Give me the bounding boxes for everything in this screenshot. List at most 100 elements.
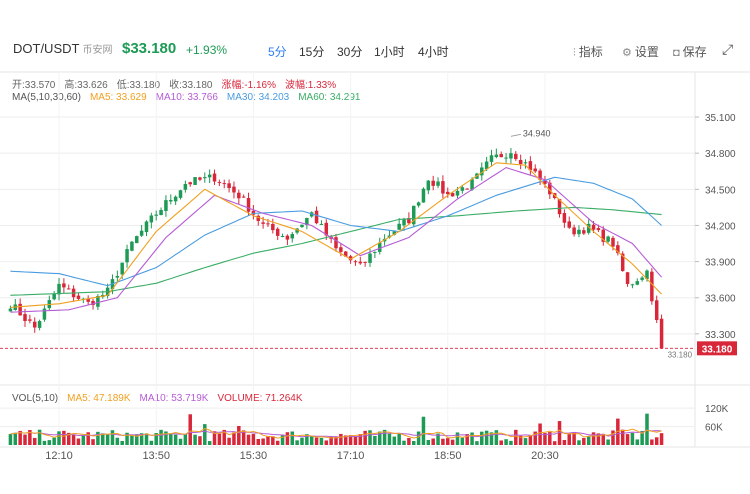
volume-bar: [402, 440, 406, 445]
candle-body: [402, 219, 406, 226]
candle-body: [363, 261, 367, 263]
candle-body: [635, 281, 640, 285]
volume-bar: [120, 440, 124, 445]
volume-bar: [275, 440, 280, 445]
candle-body: [562, 213, 567, 223]
volume-bar: [324, 440, 329, 445]
candle-body: [640, 277, 644, 280]
candle-body: [620, 253, 625, 271]
candle-body: [392, 231, 397, 235]
volume-bar: [494, 430, 499, 445]
candle-body: [86, 298, 90, 302]
candle-body: [557, 199, 562, 215]
volume-ma5-line: [10, 428, 662, 439]
timeframe-30m[interactable]: 30分: [337, 45, 363, 59]
candle-body: [319, 223, 324, 225]
volume-bar: [514, 429, 518, 445]
volume-bar: [625, 434, 630, 445]
expand-icon: ⤢: [722, 41, 734, 57]
volume-bar: [523, 438, 528, 445]
candle-body: [353, 261, 358, 263]
timeframe-5m[interactable]: 5分: [268, 45, 287, 59]
volume-bar: [139, 433, 144, 445]
volume-bar: [8, 434, 13, 445]
candle-body: [266, 223, 270, 225]
candle-body: [290, 233, 295, 239]
candle-body: [601, 229, 606, 242]
volume-bar: [280, 434, 285, 445]
timeframe-15m[interactable]: 15分: [299, 45, 325, 59]
save-button[interactable]: ◘ 保存: [673, 43, 707, 60]
candle-body: [523, 162, 528, 164]
pair-title[interactable]: DOT/USDT 币安网: [13, 41, 112, 56]
volume-bar: [154, 433, 158, 445]
candle-body: [52, 293, 56, 300]
volume-bar: [489, 432, 494, 445]
candle-body: [504, 157, 508, 159]
volume-tick-label: 60K: [705, 423, 723, 434]
candle-body: [32, 321, 37, 328]
volume-bar: [159, 429, 163, 445]
candle-body: [358, 261, 363, 264]
volume-bar: [203, 424, 207, 445]
candle-body: [115, 276, 120, 278]
candle-body: [271, 223, 275, 231]
volume-bar: [650, 439, 654, 445]
volume-bar: [164, 431, 168, 445]
candle-body: [324, 222, 329, 236]
volume-bar: [222, 429, 226, 445]
candle-body: [169, 199, 173, 202]
fullscreen-button[interactable]: ⤢: [722, 41, 733, 58]
ohlc-low: 低:33.180: [116, 80, 161, 91]
volume-bar: [436, 433, 440, 445]
candle-body: [212, 173, 217, 182]
candle-body: [237, 192, 241, 199]
volume-bar: [305, 434, 309, 445]
volume-bar: [76, 438, 81, 445]
indicators-button[interactable]: ⫶ 指标: [573, 43, 603, 60]
timeframe-4h[interactable]: 4小时: [418, 45, 449, 59]
ohlc-open: 开:33.570: [12, 80, 56, 91]
volume-bar: [71, 434, 76, 445]
candle-body: [198, 177, 202, 180]
candle-body: [217, 182, 222, 184]
volume-bar: [266, 436, 270, 445]
volume-bar: [382, 429, 387, 445]
volume-bar: [596, 433, 601, 445]
high-annotation-label: 34.940: [523, 128, 551, 138]
ohlc-close: 收:33.180: [169, 80, 213, 91]
volume-bar: [397, 433, 401, 445]
vol-ma5-legend: MA5: 47.189K: [67, 393, 131, 404]
settings-button[interactable]: ⚙ 设置: [622, 43, 659, 60]
candle-body: [37, 321, 42, 328]
candle-body: [484, 161, 489, 170]
volume-bar: [334, 436, 338, 445]
volume-bar: [654, 437, 659, 445]
volume-bar: [188, 414, 192, 445]
price-tick-label: 34.500: [705, 185, 736, 196]
volume-bar: [105, 434, 110, 445]
timeframe-1h[interactable]: 1小时: [374, 45, 405, 59]
volume-bar: [295, 440, 299, 445]
candle-body: [76, 295, 81, 299]
volume-bar: [601, 433, 606, 445]
volume-bar: [115, 437, 120, 445]
volume-bar: [348, 434, 353, 445]
candle-body: [591, 224, 596, 230]
volume-bar: [232, 432, 236, 445]
candle-body: [125, 249, 129, 263]
candle-body: [397, 223, 401, 230]
volume-bar: [217, 433, 222, 445]
candle-body: [431, 180, 435, 186]
volume-bar: [193, 434, 197, 445]
volume-bar: [562, 439, 567, 445]
candle-body: [455, 190, 460, 196]
candle-body: [582, 230, 586, 234]
ma10-line: [10, 166, 663, 313]
volume-bar: [616, 418, 620, 445]
volume-bar: [659, 433, 664, 445]
candle-body: [606, 236, 610, 242]
volume-bar: [339, 433, 343, 445]
volume-bar: [300, 437, 304, 445]
